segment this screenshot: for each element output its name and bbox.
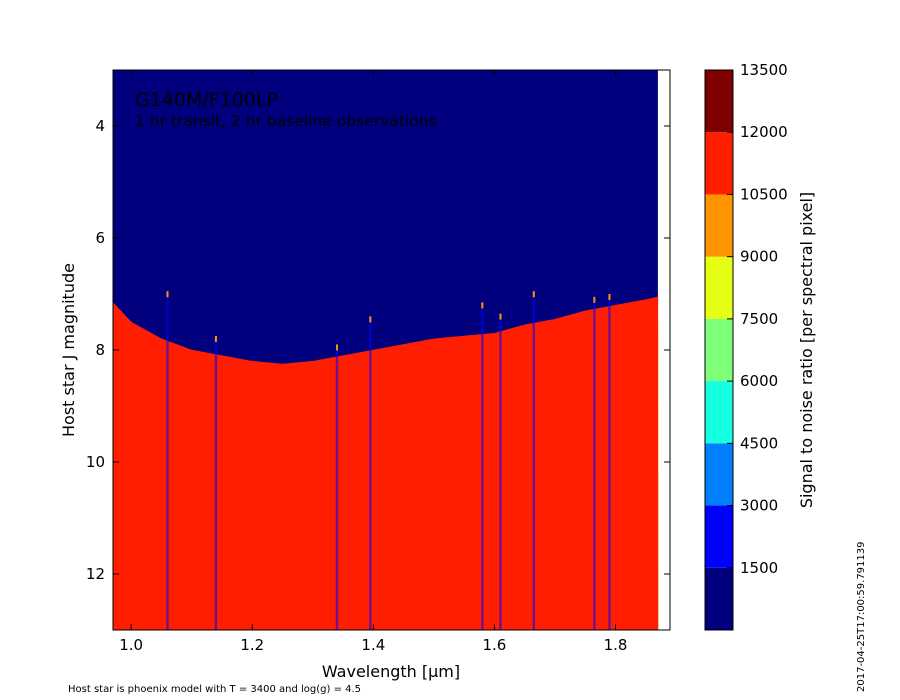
- y-tick-label: 10: [86, 453, 105, 471]
- colorbar-segment: [705, 381, 733, 444]
- contour-spikes: [166, 291, 611, 630]
- colorbar-segment: [705, 318, 733, 382]
- colorbar-tick-label: 12000: [740, 123, 788, 141]
- colorbar-tick-label: 10500: [740, 185, 788, 203]
- colorbar-tick-label: 9000: [740, 248, 778, 266]
- colorbar-tick-label: 4500: [740, 434, 778, 452]
- colorbar-tick-label: 1500: [740, 559, 778, 577]
- spike-tip-5: [499, 313, 502, 320]
- colorbar-segment: [705, 567, 733, 630]
- y-tick-label: 12: [86, 565, 105, 583]
- colorbar-ticks: 1500 3000 4500 6000 7500 9000 10500 12000 13500: [727, 61, 788, 577]
- contour-fills: [112, 70, 659, 631]
- chart-title: G140M/F100LP: [135, 89, 278, 111]
- y-axis: 4 6 8 10 12: [86, 117, 670, 583]
- colorbar-tick-label: 7500: [740, 310, 778, 328]
- spike-tip-4: [481, 302, 484, 309]
- spike-8: [608, 294, 611, 630]
- y-axis-label: Host star J magnitude: [59, 263, 78, 437]
- y-tick-label: 8: [95, 341, 105, 359]
- y-tick-label: 4: [95, 117, 105, 135]
- spike-tip-7: [593, 296, 596, 303]
- spike-2: [335, 344, 339, 630]
- spike-1: [214, 336, 218, 630]
- x-tick-label: 1.0: [119, 636, 143, 654]
- x-axis-label: Wavelength [μm]: [322, 662, 460, 681]
- spike-tip-3: [369, 316, 372, 323]
- spike-tip-0: [166, 291, 169, 298]
- spike-tip-2: [336, 344, 339, 351]
- timestamp: 2017-04-25T17:00:59.791139: [856, 542, 867, 693]
- colorbar-tick-label: 3000: [740, 497, 778, 515]
- x-tick-label: 1.4: [361, 636, 385, 654]
- colorbar-label: Signal to noise ratio [per spectral pixe…: [797, 192, 816, 508]
- spike-tip-8: [608, 294, 611, 300]
- x-tick-label: 1.2: [240, 636, 264, 654]
- chart-subtitle: 1 hr transit, 2 hr baseline observations: [135, 112, 437, 130]
- spike-5: [499, 313, 502, 630]
- spike-tip-1: [214, 336, 217, 342]
- colorbar-segment: [705, 70, 733, 133]
- spike-7: [593, 296, 596, 630]
- colorbar-frame: [704, 69, 734, 631]
- colorbar-segment: [705, 505, 733, 568]
- band-10500: [112, 296, 659, 631]
- colorbar-segment: [705, 256, 733, 319]
- footnote: Host star is phoenix model with T = 3400…: [68, 684, 361, 695]
- x-axis: 1.0 1.2 1.4 1.6 1.8: [119, 70, 627, 654]
- colorbar-segment: [705, 132, 733, 195]
- y-tick-label: 6: [95, 229, 105, 247]
- colorbar-tick-label: 13500: [740, 61, 788, 79]
- x-tick-label: 1.6: [482, 636, 506, 654]
- spike-6: [532, 291, 535, 630]
- spike-4: [481, 302, 484, 630]
- x-tick-label: 1.8: [604, 636, 628, 654]
- colorbar: [705, 70, 733, 630]
- spike-tip-6: [532, 291, 535, 298]
- colorbar-tick-label: 6000: [740, 372, 778, 390]
- colorbar-segment: [705, 194, 733, 257]
- spike-0: [166, 291, 169, 630]
- spike-3: [369, 316, 372, 630]
- colorbar-segment: [705, 443, 733, 506]
